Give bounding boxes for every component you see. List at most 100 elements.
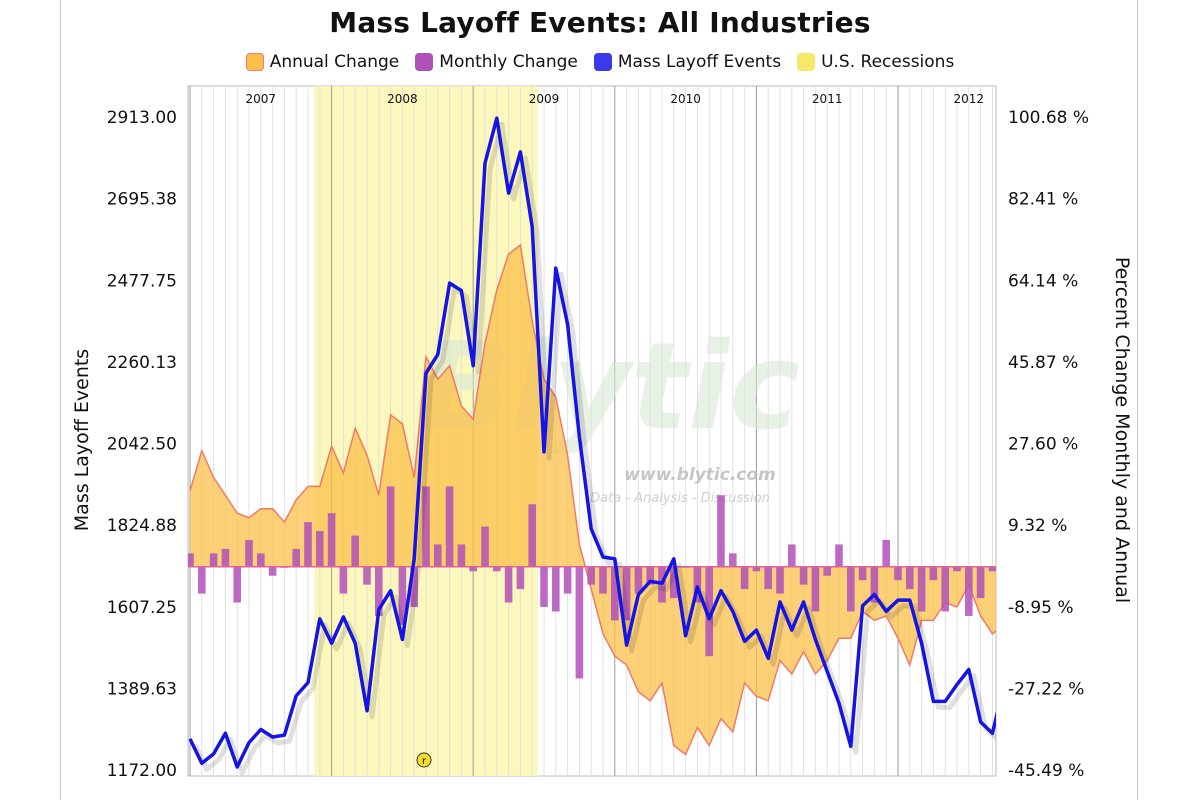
monthly-change-bar: [835, 544, 843, 567]
monthly-change-bar: [233, 566, 241, 603]
monthly-change-bar: [493, 566, 501, 572]
monthly-change-bar: [1059, 567, 1067, 576]
monthly-change-bar: [953, 566, 961, 572]
legend-label-mass-layoff-events: Mass Layoff Events: [617, 52, 782, 72]
legend-label-annual-change: Annual Change: [269, 52, 400, 72]
legend-item-mass-layoff-events[interactable]: Mass Layoff Events: [593, 52, 782, 72]
right-tick-label: 9.32 %: [1008, 516, 1067, 536]
monthly-change-bar: [1012, 567, 1020, 571]
monthly-change-bar: [929, 566, 938, 581]
monthly-change-bar: [705, 566, 713, 657]
monthly-change-bar: [1177, 567, 1185, 580]
monthly-change-bar: [351, 535, 359, 567]
legend-label-monthly-change: Monthly Change: [439, 52, 578, 72]
left-tick-label: 1389.63: [107, 679, 177, 699]
monthly-change-bar: [1189, 522, 1197, 567]
monthly-change-bar: [1166, 567, 1174, 589]
monthly-change-bar: [764, 566, 772, 590]
monthly-change-bar: [221, 548, 230, 567]
monthly-change-bar: [410, 566, 418, 607]
monthly-change-bar: [717, 495, 725, 567]
monthly-change-bar: [870, 566, 879, 603]
monthly-change-bar: [434, 544, 442, 567]
monthly-change-bar: [1071, 567, 1079, 571]
annual-change-line: [189, 243, 996, 756]
recession-marker: r: [416, 752, 432, 768]
monthly-change-bar: [1048, 567, 1056, 576]
monthly-change-bar: [823, 566, 831, 576]
monthly-change-bar: [540, 566, 548, 607]
monthly-change-bar: [363, 566, 371, 585]
chart-frame: [60, 0, 1138, 800]
right-tick-label: 45.87 %: [1008, 353, 1078, 373]
left-tick-label: 2260.13: [107, 353, 177, 373]
left-tick-label: 1824.88: [107, 516, 177, 536]
monthly-change-swatch: [415, 53, 434, 71]
monthly-change-bar: [504, 566, 513, 603]
monthly-change-bar: [788, 544, 796, 567]
series-layer: [188, 116, 1197, 776]
monthly-change-bar: [445, 486, 454, 567]
monthly-change-bar: [268, 566, 277, 576]
legend-item-annual-change[interactable]: Annual Change: [245, 52, 400, 72]
monthly-change-bar: [917, 566, 926, 612]
mass-layoff-events-line: [188, 116, 996, 769]
left-axis-title: Mass Layoff Events: [71, 349, 93, 531]
monthly-change-bar: [481, 526, 489, 567]
watermark-tagline: Data - Analysis - Discussion: [590, 491, 770, 506]
left-tick-label: 2913.00: [107, 108, 177, 128]
monthly-change-bar: [457, 544, 466, 567]
year-label-2011: 2011: [812, 92, 843, 106]
right-axis-title: Percent Change Monthly and Annual: [1111, 257, 1133, 603]
monthly-change-bar: [292, 548, 300, 567]
monthly-change-bar: [528, 504, 536, 567]
monthly-change-bar: [894, 566, 902, 581]
monthly-change-bar: [587, 566, 595, 585]
monthly-change-bar: [375, 566, 383, 616]
legend-item-monthly-change[interactable]: Monthly Change: [415, 52, 578, 72]
monthly-change-bar: [422, 486, 430, 567]
monthly-change-bar: [1036, 567, 1044, 585]
legend-item-us-recessions[interactable]: U.S. Recessions: [797, 52, 954, 72]
monthly-change-bar: [740, 566, 749, 590]
monthly-change-bar: [906, 566, 914, 590]
monthly-change-bar: [304, 522, 312, 567]
monthly-change-bar: [339, 566, 348, 594]
monthly-change-bar: [965, 566, 973, 616]
watermark-url: www.blytic.com: [624, 465, 776, 485]
recession-marker-dot: [416, 752, 432, 768]
year-label-2009: 2009: [529, 92, 560, 106]
monthly-change-bar: [634, 566, 643, 594]
monthly-change-bar: [776, 566, 784, 594]
monthly-change-bar: [209, 553, 218, 567]
monthly-change-bar: [316, 531, 324, 567]
monthly-change-bar: [847, 566, 855, 612]
monthly-change-bar: [245, 539, 253, 567]
monthly-change-bar: [552, 566, 560, 612]
right-tick-label: -45.49 %: [1008, 761, 1084, 781]
year-label-2010: 2010: [670, 92, 701, 106]
monthly-change-bar: [327, 513, 336, 567]
monthly-change-bar: [858, 566, 867, 581]
monthly-change-bar: [941, 566, 949, 612]
chart-legend: Annual Change Monthly Change Mass Layoff…: [0, 52, 1200, 72]
monthly-change-bar: [752, 566, 761, 572]
monthly-change-bar: [611, 566, 619, 621]
monthly-change-bar: [1000, 567, 1008, 580]
monthly-change-bar: [693, 566, 702, 603]
right-tick-label: 27.60 %: [1008, 435, 1078, 455]
chart-title: Mass Layoff Events: All Industries: [329, 6, 871, 39]
monthly-change-bar: [1095, 549, 1103, 567]
monthly-change-bar: [1024, 567, 1032, 580]
monthly-change-bar: [1154, 567, 1162, 589]
mass-layoff-events-swatch: [593, 53, 612, 71]
monthly-change-bar: [188, 553, 194, 567]
left-tick-label: 1172.00: [107, 761, 177, 781]
monthly-change-bar: [599, 566, 607, 594]
monthly-change-bar: [398, 566, 407, 625]
left-tick-label: 1607.25: [107, 598, 177, 618]
legend-label-us-recessions: U.S. Recessions: [821, 52, 955, 72]
monthly-change-bar: [1142, 567, 1150, 603]
monthly-change-bar: [257, 553, 265, 567]
